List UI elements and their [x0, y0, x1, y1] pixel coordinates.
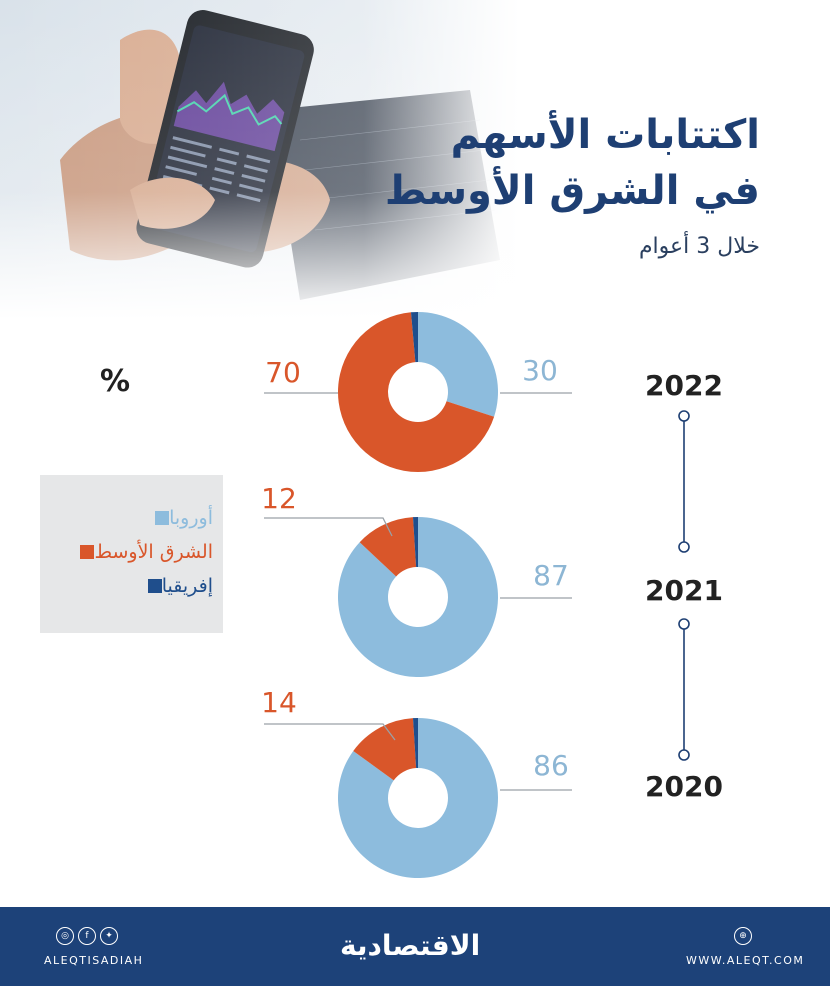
legend-item-europe: أوروبا — [147, 507, 213, 529]
label-middle-east-2022: 70 — [265, 356, 301, 389]
year-label-2021: 2021 — [645, 574, 723, 607]
chart-legend: أوروبا الشرق الأوسط إفريقيا — [40, 475, 223, 633]
leader-middle-east-2021 — [264, 517, 393, 537]
page-subtitle: خلال 3 أعوام — [638, 234, 760, 259]
brand-logo: الاقتصادية — [340, 929, 481, 962]
timeline-node-bottom-2 — [678, 749, 690, 761]
slice-middle-east-2020 — [353, 718, 417, 781]
footer-bar: ◎ f ✦ ALEQTISADIAH الاقتصادية ⊕ WWW.ALEQ… — [0, 907, 830, 986]
year-label-2020: 2020 — [645, 770, 723, 803]
slice-middle-east-2021 — [359, 517, 417, 577]
social-icons: ◎ f ✦ — [56, 927, 118, 945]
label-europe-2022: 30 — [522, 354, 558, 387]
facebook-icon[interactable]: f — [78, 927, 96, 945]
slice-africa-2022 — [410, 312, 418, 363]
legend-item-africa: إفريقيا — [140, 575, 213, 597]
timeline-node-top-2 — [678, 618, 690, 630]
unit-label: % — [100, 364, 131, 399]
donut-charts: 30 70 2022 87 12 2021 86 14 2020 — [261, 312, 723, 879]
legend-swatch-europe — [155, 511, 170, 525]
website-icon: ⊕ — [734, 927, 752, 945]
year-label-2022: 2022 — [645, 369, 723, 402]
twitter-icon[interactable]: ✦ — [100, 927, 118, 945]
label-europe-2020: 86 — [533, 749, 569, 782]
page-title-line2: في الشرق الأوسط — [384, 168, 760, 214]
label-middle-east-2020: 14 — [261, 686, 297, 719]
instagram-icon[interactable]: ◎ — [56, 927, 74, 945]
slice-europe-2022 — [418, 312, 498, 417]
phone-hero-illustration — [0, 0, 520, 320]
legend-label-middle-east: الشرق الأوسط — [94, 541, 213, 563]
website-link[interactable]: WWW.ALEQT.COM — [686, 954, 805, 967]
legend-swatch-africa — [147, 579, 162, 593]
leader-middle-east-2020 — [264, 723, 396, 741]
page-title-line1: اكتتابات الأسهم — [450, 112, 760, 158]
legend-swatch-middle-east — [80, 545, 95, 559]
legend-item-middle-east: الشرق الأوسط — [72, 541, 213, 563]
label-europe-2021: 87 — [533, 559, 569, 592]
slice-africa-2021 — [412, 517, 418, 568]
legend-label-africa: إفريقيا — [161, 575, 213, 597]
slice-europe-2021 — [337, 517, 498, 677]
timeline-node-bottom-1 — [678, 541, 690, 553]
slice-africa-2020 — [412, 718, 418, 769]
social-handle[interactable]: ALEQTISADIAH — [44, 954, 144, 967]
slice-middle-east-2022 — [338, 312, 495, 473]
slice-europe-2020 — [337, 718, 498, 879]
timeline-node-top-1 — [678, 410, 690, 422]
label-middle-east-2021: 12 — [261, 482, 297, 515]
legend-label-europe: أوروبا — [169, 507, 213, 529]
